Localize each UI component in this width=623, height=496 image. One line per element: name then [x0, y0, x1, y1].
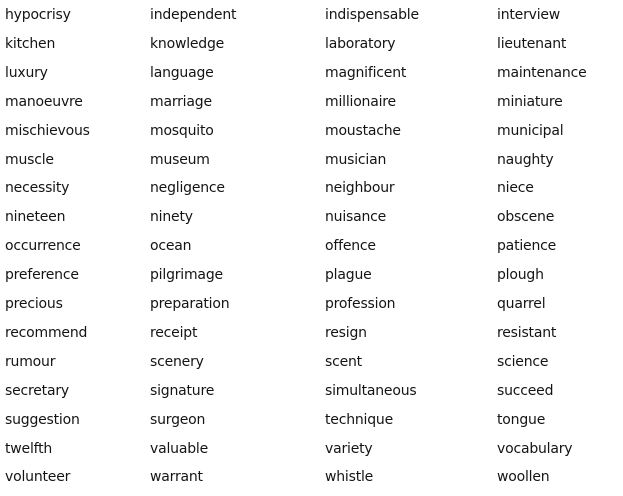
word: magnificent: [325, 64, 407, 81]
word: offence: [325, 238, 376, 255]
word: succeed: [497, 382, 554, 399]
word: mosquito: [150, 122, 214, 139]
word: maintenance: [497, 64, 587, 81]
word: ocean: [150, 238, 192, 255]
word: negligence: [150, 180, 225, 197]
word: niece: [497, 180, 534, 197]
word: naughty: [497, 151, 554, 168]
word: kitchen: [5, 35, 56, 52]
word: volunteer: [5, 469, 71, 486]
word: hypocrisy: [5, 7, 71, 23]
word: muscle: [5, 151, 54, 168]
word: indispensable: [325, 7, 419, 23]
word: recommend: [5, 324, 88, 341]
word: plague: [325, 267, 372, 284]
word-row: nineteen ninety nuisance obscene: [0, 207, 623, 227]
word: occurrence: [5, 238, 81, 255]
word: signature: [150, 382, 215, 399]
word: secretary: [5, 382, 69, 399]
word-row: luxury language magnificent maintenance: [0, 63, 623, 83]
word-row: twelfth valuable variety vocabulary: [0, 439, 623, 459]
word: profession: [325, 296, 396, 312]
word: lieutenant: [497, 35, 567, 52]
word: musician: [325, 151, 387, 168]
word: moustache: [325, 122, 401, 139]
word: woollen: [497, 469, 550, 486]
word: laboratory: [325, 35, 396, 52]
word: municipal: [497, 122, 564, 139]
word: plough: [497, 267, 544, 284]
word: knowledge: [150, 35, 225, 52]
word-row: secretary signature simultaneous succeed: [0, 381, 623, 401]
word: vocabulary: [497, 440, 573, 457]
word: twelfth: [5, 440, 53, 457]
word: necessity: [5, 180, 70, 197]
word: miniature: [497, 93, 563, 110]
word: resign: [325, 324, 367, 341]
word: quarrel: [497, 296, 546, 312]
word: nineteen: [5, 209, 66, 226]
word: pilgrimage: [150, 267, 223, 284]
word: whistle: [325, 469, 374, 486]
word: nuisance: [325, 209, 387, 226]
word: simultaneous: [325, 382, 417, 399]
word: museum: [150, 151, 210, 168]
word: precious: [5, 296, 63, 312]
word-row: suggestion surgeon technique tongue: [0, 410, 623, 430]
word: independent: [150, 7, 237, 23]
word: millionaire: [325, 93, 396, 110]
word-row: volunteer warrant whistle woollen: [0, 467, 623, 487]
word-row: occurrence ocean offence patience: [0, 236, 623, 256]
word: resistant: [497, 324, 557, 341]
word: valuable: [150, 440, 208, 457]
word: warrant: [150, 469, 203, 486]
word: preference: [5, 267, 79, 284]
word: preparation: [150, 296, 230, 312]
word-row: hypocrisy independent indispensable intervi…: [0, 5, 623, 25]
word: technique: [325, 411, 394, 428]
word-row: manoeuvre marriage millionaire miniature: [0, 92, 623, 112]
word-row: recommend receipt resign resistant: [0, 323, 623, 343]
word-row: rumour scenery scent science: [0, 352, 623, 372]
word-row: kitchen knowledge laboratory lieutenant: [0, 34, 623, 54]
word: suggestion: [5, 411, 80, 428]
word-row: mischievous mosquito moustache municipal: [0, 121, 623, 141]
word: scenery: [150, 353, 204, 370]
word-row: necessity negligence neighbour niece: [0, 178, 623, 198]
word: variety: [325, 440, 373, 457]
word: ninety: [150, 209, 193, 226]
word: luxury: [5, 64, 48, 81]
word-row: muscle museum musician naughty: [0, 150, 623, 170]
word-row: preference pilgrimage plague plough: [0, 265, 623, 285]
word: patience: [497, 238, 557, 255]
word: scent: [325, 353, 362, 370]
word-row: precious preparation profession quarrel: [0, 294, 623, 314]
word: mischievous: [5, 122, 90, 139]
word: manoeuvre: [5, 93, 83, 110]
word: marriage: [150, 93, 212, 110]
word: tongue: [497, 411, 546, 428]
word: neighbour: [325, 180, 395, 197]
word: science: [497, 353, 549, 370]
word: language: [150, 64, 214, 81]
word: interview: [497, 7, 561, 23]
word: obscene: [497, 209, 555, 226]
word: rumour: [5, 353, 56, 370]
word: receipt: [150, 324, 198, 341]
word: surgeon: [150, 411, 206, 428]
